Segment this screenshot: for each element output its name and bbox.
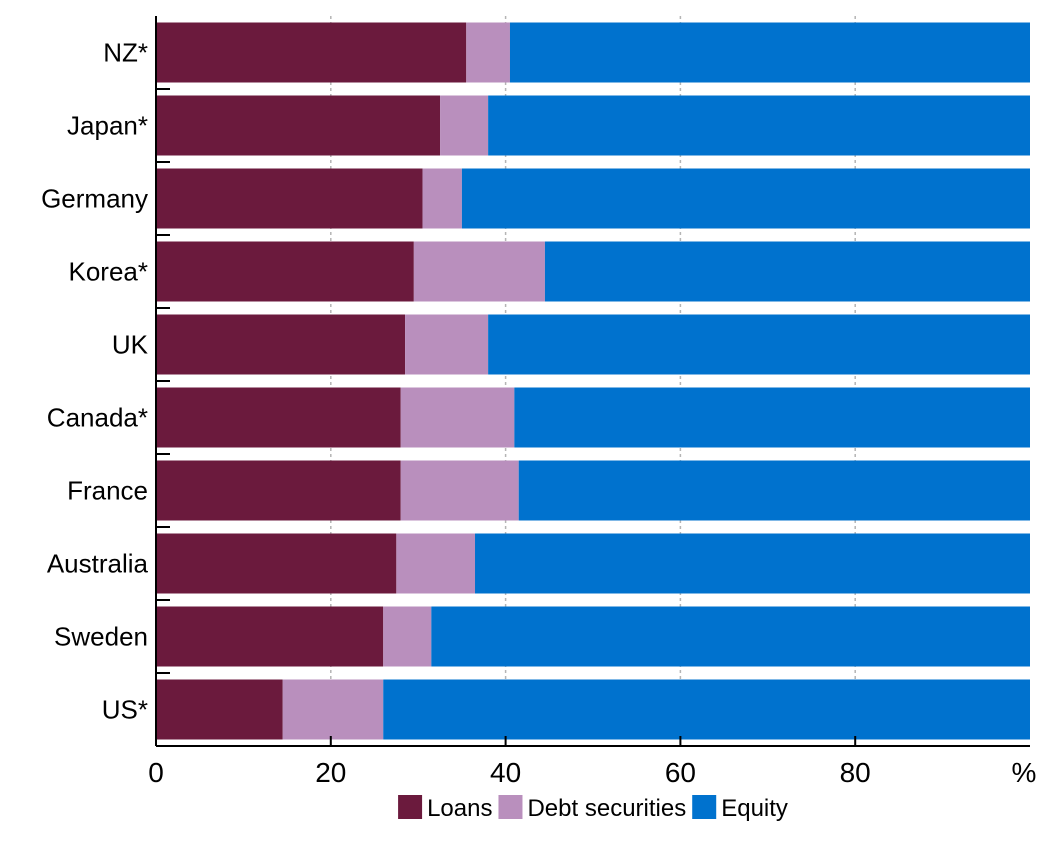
x-axis-unit: %: [1012, 757, 1037, 788]
legend: Loans Debt securities Equity: [398, 795, 788, 822]
category-label: Germany: [41, 184, 148, 214]
bar-segment: [383, 679, 1030, 740]
bar-segment: [518, 460, 1030, 521]
bar-segment: [475, 533, 1030, 594]
x-tick-label: 20: [315, 757, 346, 788]
bar-segment: [461, 168, 1030, 229]
bar-segment: [156, 460, 401, 521]
bar-segment: [156, 314, 406, 375]
bar-segment: [405, 314, 489, 375]
category-label: NZ*: [103, 38, 148, 68]
legend-label: Debt securities: [527, 795, 686, 822]
legend-swatch: [692, 795, 717, 819]
bar-segment: [422, 168, 462, 229]
bar-segment: [544, 241, 1030, 302]
bar-segment: [413, 241, 545, 302]
bar-segment: [282, 679, 384, 740]
x-tick-label: 40: [490, 757, 521, 788]
category-label: US*: [102, 695, 148, 725]
bar-segment: [156, 679, 283, 740]
bar-segment: [156, 22, 467, 83]
bar-segment: [156, 95, 441, 156]
bars: [156, 22, 1031, 740]
bar-segment: [400, 460, 519, 521]
legend-label: Equity: [721, 795, 788, 822]
category-label: Sweden: [54, 622, 148, 652]
bar-segment: [488, 314, 1030, 375]
category-label: Japan*: [67, 111, 148, 141]
legend-swatch: [398, 795, 423, 819]
bar-segment: [156, 606, 384, 667]
bar-segment: [514, 387, 1030, 448]
bar-segment: [466, 22, 510, 83]
bar-segment: [383, 606, 432, 667]
bar-segment: [156, 387, 401, 448]
bar-segment: [396, 533, 476, 594]
x-tick-label: 60: [665, 757, 696, 788]
bar-segment: [440, 95, 489, 156]
legend-swatch: [498, 795, 523, 819]
category-label: Canada*: [47, 403, 148, 433]
bar-segment: [156, 168, 423, 229]
legend-item: Debt securities: [498, 795, 686, 822]
legend-label: Loans: [427, 795, 492, 822]
bar-segment: [400, 387, 515, 448]
bar-segment: [488, 95, 1030, 156]
axes: NZ* Japan* Germany Korea* UK Canada* France Aus…: [41, 16, 1036, 788]
legend-item: Loans: [398, 795, 492, 822]
x-tick-label: 80: [840, 757, 871, 788]
category-label: Korea*: [69, 257, 149, 287]
bar-segment: [156, 533, 397, 594]
legend-item: Equity: [692, 795, 788, 822]
bar-segment: [156, 241, 414, 302]
category-label: UK: [112, 330, 149, 360]
x-tick-label: 0: [148, 757, 164, 788]
category-label: Australia: [47, 549, 149, 579]
bar-segment: [431, 606, 1030, 667]
bar-segment: [509, 22, 1031, 83]
category-label: France: [67, 476, 148, 506]
